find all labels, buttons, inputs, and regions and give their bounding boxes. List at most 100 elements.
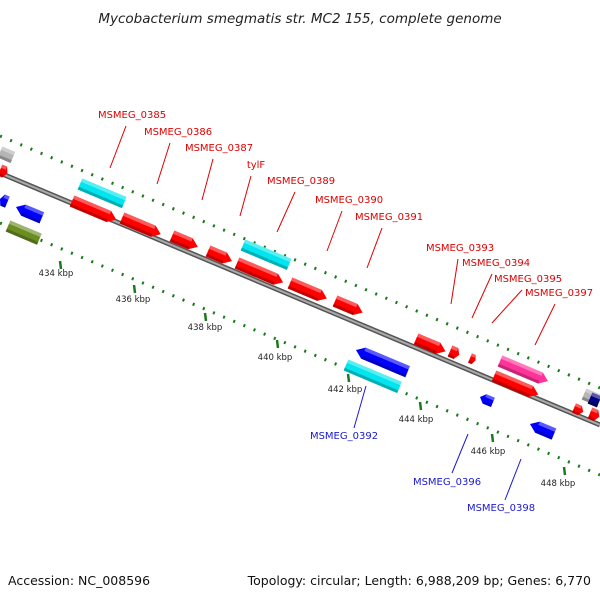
scale-tick-label: 438 kbp [188,323,223,333]
genome-summary-text: Topology: circular; Length: 6,988,209 bp… [247,573,591,588]
feature-highlight [364,347,410,370]
gene-label[interactable]: MSMEG_0387 [185,143,253,154]
feature-highlight [208,245,227,256]
feature-9 [205,245,232,264]
feature-shadow [119,220,153,237]
gene-leader-line [450,258,459,305]
gene-leader-line [201,158,214,201]
gene-leader-line [534,303,556,346]
feature-body [530,421,557,440]
gene-label[interactable]: MSMEG_0396 [413,477,481,488]
feature-shadow [0,154,12,163]
feature-body [234,257,284,285]
feature-highlight [485,394,495,401]
feature-25 [587,392,600,408]
feature-body [240,239,292,270]
feature-highlight [72,195,112,215]
feature-highlight [3,194,10,200]
feature-18 [343,359,402,393]
feature-body [491,370,539,398]
map-title: Mycobacterium smegmatis str. MC2 155, co… [98,11,501,27]
feature-shadow [535,429,553,440]
gene-label-layer: MSMEG_0385MSMEG_0386MSMEG_0387tylFMSMEG_… [98,110,593,514]
gene-label[interactable]: MSMEG_0394 [462,258,530,269]
scale-tick-label: 440 kbp [258,353,293,363]
feature-15 [447,345,460,360]
feature-body [343,359,402,393]
feature-layer [0,146,600,440]
scale-tick-mark [346,373,351,383]
feature-highlight [335,295,358,308]
feature-23 [572,403,584,416]
gene-label[interactable]: MSMEG_0391 [355,212,423,223]
gene-leader-line [491,289,523,324]
feature-body [169,230,198,250]
feature-highlight [172,230,193,242]
feature-13 [332,295,363,316]
feature-shadow [491,378,530,398]
feature-shadow [69,203,108,223]
gene-label[interactable]: MSMEG_0395 [494,274,562,285]
feature-shadow [361,355,407,378]
feature-highlight [500,355,543,376]
gene-leader-line [366,227,383,269]
feature-highlight [538,421,557,432]
feature-highlight [122,212,156,229]
feature-highlight [590,392,600,400]
feature-11 [234,257,284,285]
feature-shadow [0,172,4,178]
gene-leader-line [239,175,252,217]
feature-shadow [332,303,355,316]
gene-label[interactable]: MSMEG_0390 [315,195,383,206]
gene-label[interactable]: tylF [247,160,266,171]
feature-22 [530,421,557,440]
feature-highlight [8,220,42,237]
feature-shadow [413,341,437,354]
scale-tick-label: 448 kbp [541,479,576,489]
scale-tick-mark [203,312,208,322]
feature-shadow [468,360,473,365]
feature-shadow [482,401,492,408]
accession-text: Accession: NC_008596 [8,573,150,588]
gene-label[interactable]: MSMEG_0393 [426,243,494,254]
gene-leader-line [471,273,493,319]
feature-26 [587,407,600,422]
gene-label[interactable]: MSMEG_0386 [144,127,212,138]
scale-tick-label: 446 kbp [471,447,506,457]
feature-body [16,204,45,224]
scale-tick-label: 434 kbp [39,269,74,279]
feature-highlight [24,204,45,216]
feature-5 [77,178,127,209]
feature-highlight [450,345,459,352]
feature-highlight [237,257,279,278]
feature-10 [240,239,292,270]
feature-6 [69,195,117,223]
feature-shadow [343,367,399,393]
feature-shadow [205,253,224,264]
feature-17 [356,347,410,378]
feature-highlight [416,333,441,347]
gene-label[interactable]: MSMEG_0392 [310,431,378,442]
feature-shadow [21,212,41,224]
feature-14 [413,333,446,354]
gene-label[interactable]: MSMEG_0389 [267,176,335,187]
feature-shadow [240,247,288,270]
feature-19 [497,355,548,384]
feature-shadow [572,410,580,416]
feature-shadow [447,353,455,360]
feature-highlight [243,239,292,263]
gene-label[interactable]: MSMEG_0397 [525,288,593,299]
scale-ticks: 434 kbp 436 kbp 438 kbp 440 kbp 442 kbp 444 k… [39,260,576,489]
gene-label[interactable]: MSMEG_0385 [98,110,166,121]
feature-shadow [587,400,599,408]
gene-label[interactable]: MSMEG_0398 [467,503,535,514]
gene-leader-line [109,125,127,169]
feature-body [5,220,42,245]
feature-21 [480,394,495,408]
feature-body [332,295,363,316]
gene-leader-line [156,142,171,185]
feature-body [356,347,410,378]
feature-8 [169,230,198,250]
scale-tick-mark [275,339,280,349]
feature-highlight [0,164,8,170]
